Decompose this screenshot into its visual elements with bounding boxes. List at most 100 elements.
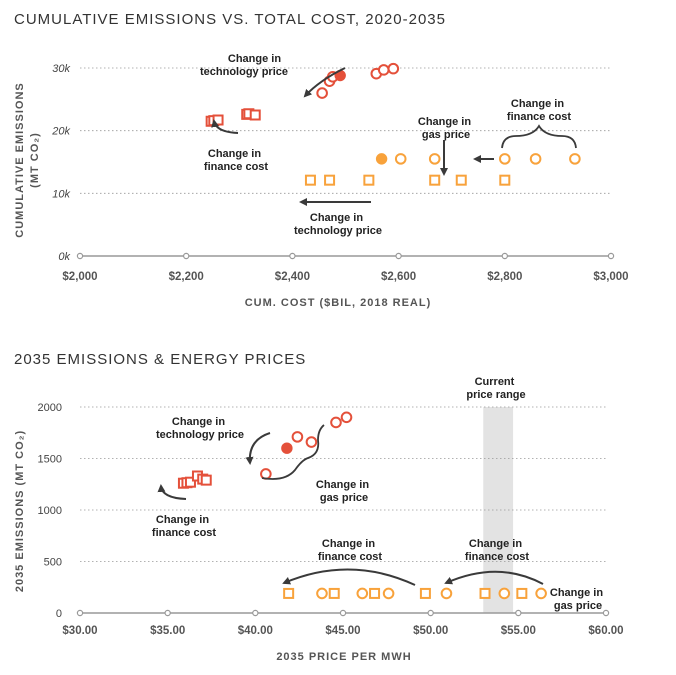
red-circle-point bbox=[377, 64, 390, 76]
red-circle-point bbox=[305, 436, 318, 448]
x-tick-label: $40.00 bbox=[238, 625, 273, 637]
x-tick-label: $60.00 bbox=[588, 625, 623, 637]
y-tick-label: 500 bbox=[44, 557, 62, 569]
chart-1-ann-gas: Change in gas price bbox=[418, 116, 474, 141]
chart-1-x-ticks: $2,000 $2,200 $2,400 $2,600 $2,800 $3,000 bbox=[62, 252, 629, 283]
orange-square-point bbox=[429, 174, 441, 186]
x-tick-mark bbox=[602, 609, 610, 617]
chart-2-y-label: 2035 EMISSIONS (MT CO₂) bbox=[14, 430, 26, 592]
chart-2-x-label: 2035 PRICE PER MWH bbox=[276, 651, 411, 663]
y-tick-label: 0 bbox=[56, 608, 62, 620]
orange-square-point bbox=[324, 174, 336, 186]
chart-2-ann-finance-middle: Change in finance cost bbox=[318, 538, 383, 563]
y-tick-label: 20k bbox=[51, 126, 70, 138]
red-circle-point bbox=[316, 87, 328, 99]
chart-2-ann-gas-right: Change in gas price bbox=[550, 587, 606, 612]
red-circle-point bbox=[340, 411, 353, 424]
y-tick-label: 10k bbox=[52, 188, 70, 200]
chart-1-ann-technology: Change in technology price bbox=[200, 53, 288, 78]
x-tick-label: $2,600 bbox=[381, 271, 416, 283]
red-square-point bbox=[249, 109, 261, 121]
chart-2-arrow-finance-middle bbox=[282, 568, 416, 586]
x-tick-label: $45.00 bbox=[325, 625, 360, 637]
x-tick-label: $50.00 bbox=[413, 625, 448, 637]
y-tick-label: 0k bbox=[58, 251, 70, 263]
x-tick-label: $2,200 bbox=[169, 271, 204, 283]
chart-2-ann-technology: Change in technology price bbox=[156, 416, 244, 441]
chart-1-x-label: CUM. COST ($BIL, 2018 REAL) bbox=[245, 297, 432, 309]
chart-1-gridlines bbox=[80, 67, 611, 257]
chart-2-ann-finance-left: Change in finance cost bbox=[152, 514, 217, 539]
x-tick-label: $55.00 bbox=[501, 625, 536, 637]
chart-1-y-label-unit: (MT CO₂) bbox=[29, 132, 41, 188]
x-tick-mark bbox=[339, 609, 347, 617]
red-filled-point bbox=[281, 442, 293, 454]
orange-circle-point bbox=[356, 587, 369, 600]
x-tick-mark bbox=[252, 609, 259, 617]
x-tick-label: $30.00 bbox=[62, 625, 97, 637]
orange-square-point bbox=[479, 587, 491, 599]
chart-2-ann-gas: Change in gas price bbox=[316, 479, 372, 504]
orange-circle-point bbox=[498, 587, 511, 600]
red-circle-point bbox=[291, 431, 304, 443]
chart-1-title: CUMULATIVE EMISSIONS VS. TOTAL COST, 202… bbox=[14, 11, 446, 28]
x-tick-mark bbox=[289, 252, 296, 260]
x-tick-mark bbox=[515, 609, 522, 617]
x-tick-label: $2,400 bbox=[275, 271, 310, 283]
red-circle-point bbox=[387, 62, 400, 75]
chart-1-ann-finance-left: Change in finance cost bbox=[204, 148, 269, 173]
x-tick-label: $2,800 bbox=[487, 271, 522, 283]
red-circle-point bbox=[330, 416, 342, 429]
chart-1-arrow-finance-left bbox=[211, 119, 239, 134]
orange-circle-point bbox=[499, 153, 511, 165]
x-tick-label: $3,000 bbox=[593, 271, 628, 283]
orange-square-point bbox=[499, 174, 511, 186]
y-tick-label: 2000 bbox=[38, 402, 62, 414]
chart-2-title: 2035 EMISSIONS & ENERGY PRICES bbox=[14, 351, 306, 368]
x-tick-mark bbox=[164, 609, 171, 617]
red-square-point bbox=[200, 474, 212, 486]
x-tick-label: $2,000 bbox=[62, 271, 97, 283]
orange-square-point bbox=[304, 174, 316, 186]
chart-2-band-label: Current price range bbox=[466, 376, 525, 401]
orange-circle-point bbox=[529, 153, 542, 165]
orange-circle-point bbox=[316, 587, 328, 600]
red-square-point bbox=[184, 476, 196, 488]
x-tick-mark bbox=[427, 609, 434, 617]
chart-1: CUMULATIVE EMISSIONS VS. TOTAL COST, 202… bbox=[14, 11, 629, 309]
orange-circle-point bbox=[569, 153, 581, 165]
chart-1-arrow-technology bbox=[303, 67, 346, 98]
y-tick-label: 30k bbox=[52, 63, 70, 75]
chart-2: 2035 EMISSIONS & ENERGY PRICES 0 500 1000 1… bbox=[14, 351, 624, 663]
orange-circle-point bbox=[382, 587, 395, 600]
orange-circle-point bbox=[428, 153, 441, 165]
chart-1-ann-technology-bottom: Change in technology price bbox=[294, 212, 382, 237]
orange-circle-point bbox=[535, 587, 547, 600]
chart-2-brace-gas bbox=[261, 424, 325, 480]
y-tick-label: 1500 bbox=[38, 454, 62, 466]
chart-1-ann-finance-right: Change in finance cost bbox=[507, 98, 572, 123]
chart-2-y-ticks: 0 500 1000 1500 2000 bbox=[38, 402, 62, 620]
x-tick-mark bbox=[76, 609, 84, 617]
chart-1-y-label: CUMULATIVE EMISSIONS bbox=[14, 82, 26, 237]
chart-2-arrow-finance-left bbox=[157, 484, 187, 500]
orange-square-point bbox=[363, 174, 375, 186]
orange-square-point bbox=[328, 587, 340, 599]
orange-circle-point bbox=[440, 587, 453, 600]
chart-1-points bbox=[205, 62, 581, 186]
x-tick-mark bbox=[607, 252, 615, 260]
orange-filled-point bbox=[375, 153, 388, 165]
chart-2-ann-finance-right: Change in finance cost bbox=[465, 538, 530, 563]
orange-square-point bbox=[516, 587, 528, 599]
chart-2-x-ticks: $30.00 $35.00 $40.00 $45.00 $50.00 $55.00 $60.… bbox=[62, 609, 624, 637]
chart-1-y-ticks: 0k 10k 20k 30k bbox=[51, 63, 70, 263]
x-tick-mark bbox=[182, 252, 190, 260]
x-tick-mark bbox=[501, 252, 508, 260]
orange-square-point bbox=[283, 587, 295, 599]
chart-2-arrow-finance-right bbox=[444, 570, 544, 585]
orange-circle-point bbox=[394, 153, 407, 165]
x-tick-mark bbox=[395, 252, 402, 260]
y-tick-label: 1000 bbox=[38, 505, 62, 517]
